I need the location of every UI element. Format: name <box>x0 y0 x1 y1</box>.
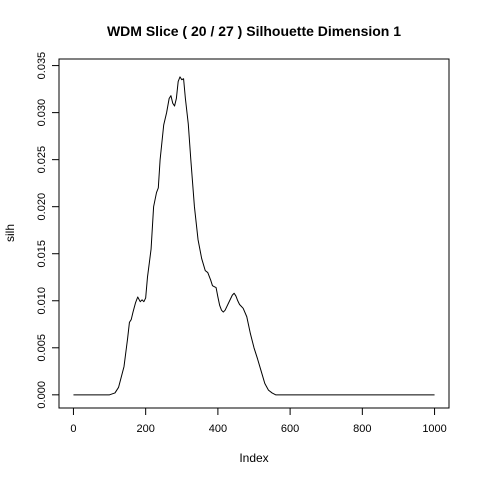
x-tick-label: 0 <box>70 423 76 435</box>
y-tick-label: 0.030 <box>36 99 48 127</box>
x-tick-label: 600 <box>281 423 299 435</box>
y-tick-label: 0.025 <box>36 146 48 174</box>
plot-frame <box>58 58 450 409</box>
y-tick-label: 0.000 <box>36 381 48 409</box>
x-axis-label: Index <box>239 451 268 465</box>
x-axis: 0 200 400 600 800 1000 <box>70 407 447 435</box>
y-tick-label: 0.015 <box>36 240 48 268</box>
y-tick-label: 0.005 <box>36 334 48 362</box>
y-axis-label: silh <box>3 224 17 242</box>
y-tick-label: 0.035 <box>36 52 48 80</box>
y-tick-label: 0.010 <box>36 287 48 315</box>
y-axis: 0.000 0.005 0.010 0.015 0.020 0.025 0.030 0.035 <box>36 52 60 409</box>
x-tick-label: 400 <box>209 423 227 435</box>
series-line <box>73 76 435 396</box>
chart-title: WDM Slice ( 20 / 27 ) Silhouette Dimensi… <box>107 23 401 39</box>
x-tick-label: 800 <box>353 423 371 435</box>
x-tick-label: 1000 <box>422 423 446 435</box>
y-tick-label: 0.020 <box>36 193 48 221</box>
series-layer <box>73 76 435 396</box>
x-tick-label: 200 <box>136 423 154 435</box>
